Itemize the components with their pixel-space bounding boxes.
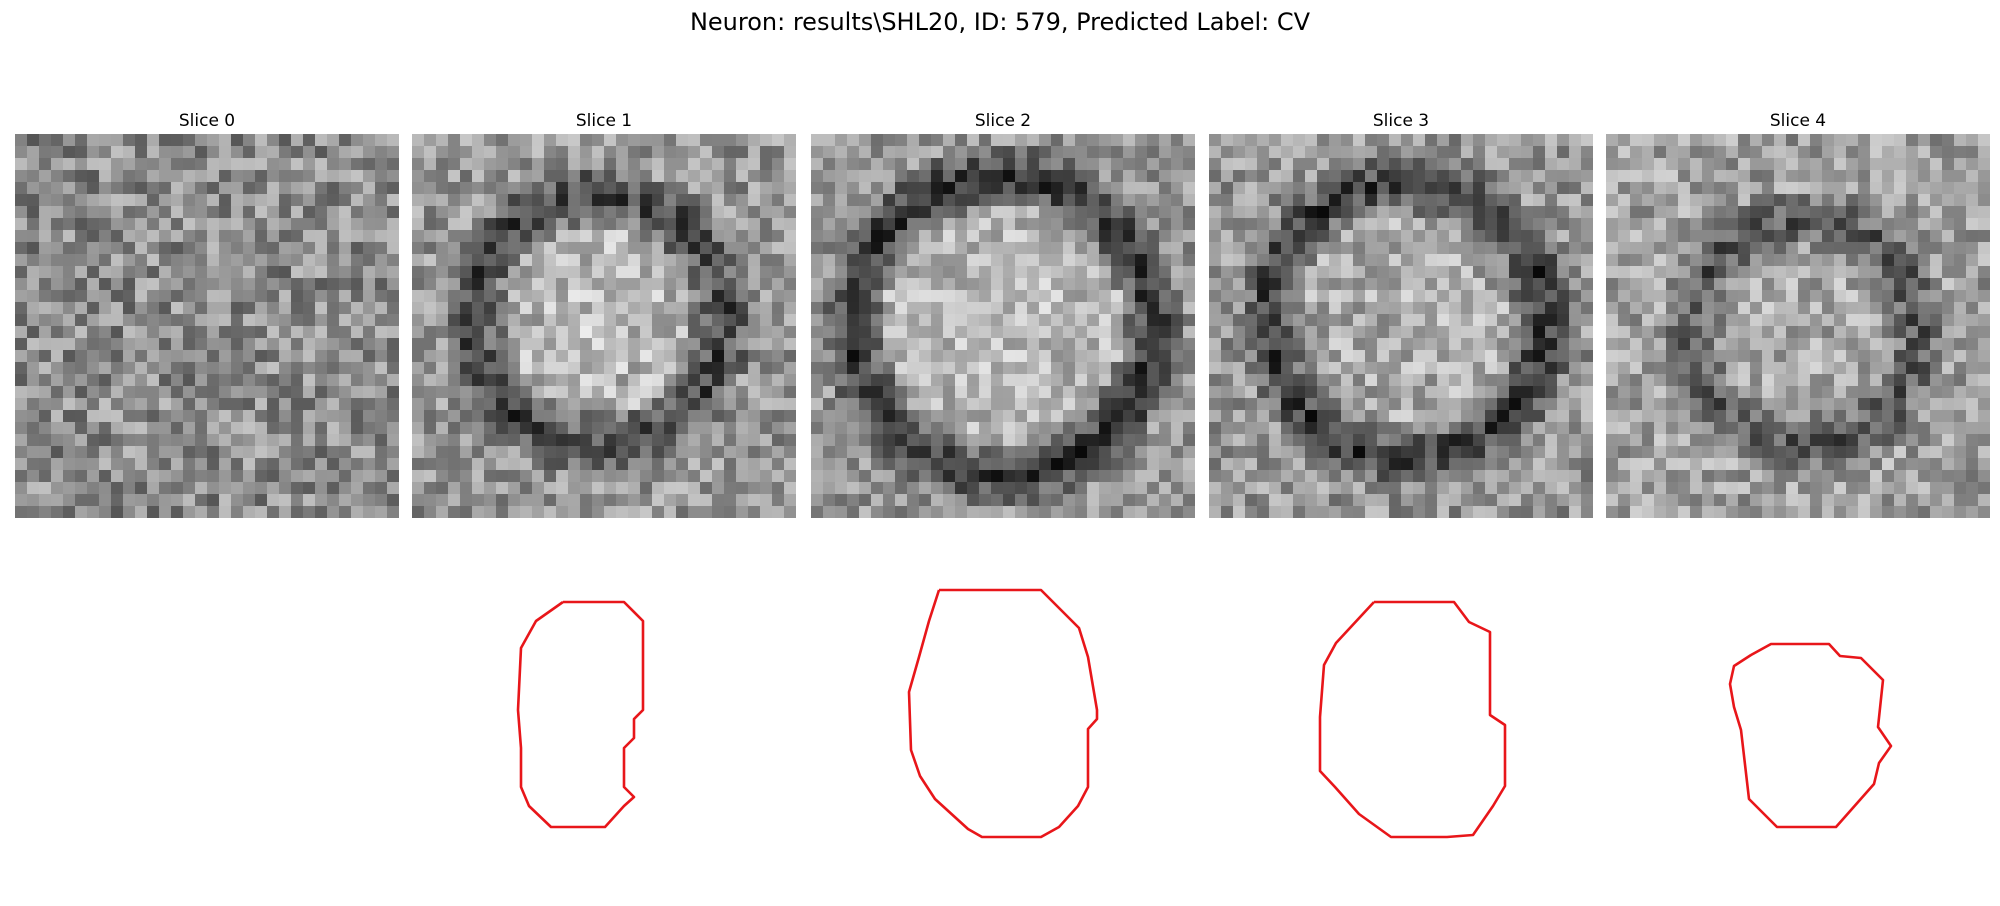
slice-panel-0: Slice 0 [15,108,399,518]
neuron-contour-overlay [1728,642,1893,829]
slice-image [412,134,796,518]
slice-image [811,134,1195,518]
slice-panel-3: Slice 3 [1209,108,1593,906]
slice-panel-4: Slice 4 [1606,108,1990,906]
slice-title: Slice 3 [1372,111,1430,131]
figure-title: Neuron: results\SHL20, ID: 579, Predicte… [689,8,1311,36]
neuron-contour-overlay [516,600,645,829]
slice-title: Slice 1 [575,111,633,131]
slice-image [1209,134,1593,518]
grayscale-slice-canvas [412,134,796,518]
slice-panel-1: Slice 1 [412,108,796,906]
neuron-contour [516,600,645,829]
slice-title: Slice 4 [1769,111,1827,131]
neuron-contour-overlay [1318,600,1507,839]
slice-title: Slice 2 [974,111,1032,131]
grayscale-slice-canvas [811,134,1195,518]
neuron-contour [907,588,1099,839]
neuron-contour-overlay [907,588,1099,839]
grayscale-slice-canvas [1606,134,1990,518]
grayscale-slice-canvas [1209,134,1593,518]
slice-panel-2: Slice 2 [811,108,1195,906]
neuron-contour [1728,642,1893,829]
slice-image [1606,134,1990,518]
slice-title: Slice 0 [178,111,236,131]
grayscale-slice-canvas [15,134,399,518]
neuron-contour [1318,600,1507,839]
slice-image [15,134,399,518]
